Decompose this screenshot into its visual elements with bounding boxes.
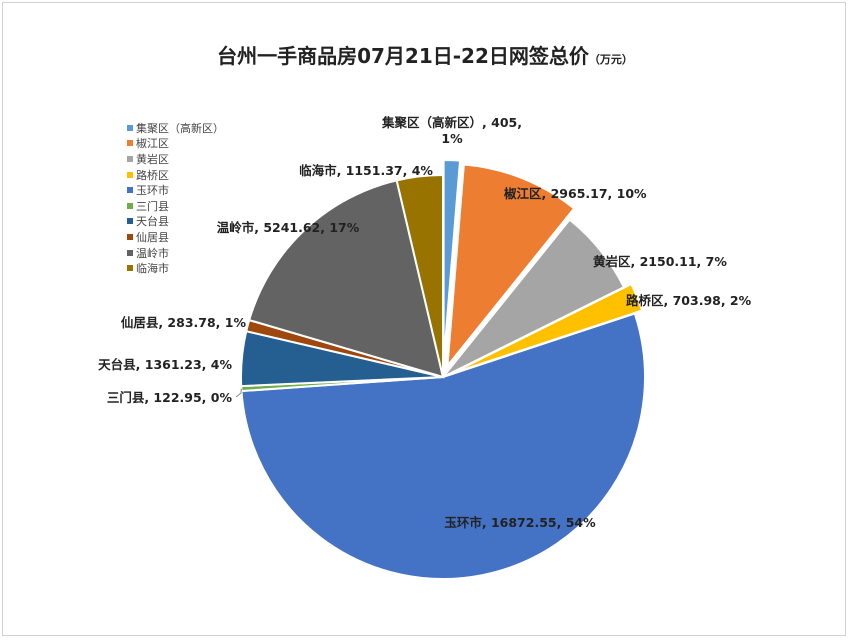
data-label: 临海市, 1151.37, 4% (299, 163, 433, 178)
data-label: 三门县, 122.95, 0% (107, 390, 233, 405)
pie-slice (395, 173, 444, 378)
chart-legend: 集聚区（高新区） 椒江区 黄岩区路桥区玉环市 三门县天台县 仙居县温岭市临海市 (127, 120, 224, 276)
legend-item: 天台县 (127, 214, 224, 230)
legend-label: 路桥区 (136, 168, 169, 182)
legend-item: 集聚区（高新区） (127, 120, 224, 136)
legend-label: 天台县 (136, 215, 169, 229)
legend-swatch (127, 218, 133, 225)
pie-slice (247, 179, 445, 379)
legend-swatch (127, 233, 133, 240)
legend-label: 黄岩区 (136, 152, 169, 166)
data-label-line: 仙居县, 283.78, 1% (121, 315, 247, 330)
pie-slice (446, 163, 576, 370)
legend-swatch (127, 155, 133, 162)
data-label: 路桥区, 703.98, 2% (626, 293, 752, 308)
legend-label: 温岭市 (136, 246, 169, 260)
legend-swatch (127, 171, 133, 178)
chart-unit: （万元） (588, 53, 633, 66)
legend-swatch (127, 202, 133, 209)
legend-item: 黄岩区 (127, 151, 224, 167)
legend-item: 玉环市 (127, 182, 224, 198)
data-label-line: 天台县, 1361.23, 4% (98, 357, 232, 372)
data-label-line: 路桥区, 703.98, 2% (626, 293, 752, 308)
legend-swatch (127, 187, 133, 194)
legend-label: 仙居县 (136, 230, 169, 244)
data-label-line: 集聚区（高新区）, 405, (381, 115, 522, 130)
data-label: 椒江区, 2965.17, 10% (504, 186, 647, 201)
data-label: 仙居县, 283.78, 1% (121, 315, 247, 330)
legend-item: 三门县 (127, 198, 224, 214)
data-label-line: 三门县, 122.95, 0% (107, 390, 233, 405)
data-label-line: 黄岩区, 2150.11, 7% (593, 254, 727, 269)
data-label: 玉环市, 16872.55, 54% (444, 515, 596, 530)
data-label-line: 椒江区, 2965.17, 10% (504, 186, 647, 201)
legend-label: 玉环市 (136, 184, 169, 198)
data-label-line: 1% (441, 131, 463, 146)
legend-swatch (127, 124, 133, 131)
legend-item: 路桥区 (127, 167, 224, 183)
data-label-line: 温岭市, 5241.62, 17% (217, 220, 360, 235)
legend-swatch (127, 265, 133, 272)
chart-title-text: 台州一手商品房07月21日-22日网签总价 (217, 44, 589, 68)
legend-label: 三门县 (136, 199, 169, 213)
legend-swatch (127, 140, 133, 147)
legend-item: 温岭市 (127, 245, 224, 261)
data-label-line: 玉环市, 16872.55, 54% (444, 515, 596, 530)
pie-slice (240, 312, 646, 580)
legend-label: 椒江区 (136, 137, 169, 151)
data-label-line: 临海市, 1151.37, 4% (299, 163, 433, 178)
pie-slice (449, 282, 644, 375)
data-label: 温岭市, 5241.62, 17% (217, 220, 360, 235)
legend-item: 仙居县 (127, 229, 224, 245)
legend-label: 临海市 (136, 262, 169, 276)
pie-slice (442, 159, 462, 363)
data-label: 集聚区（高新区）, 405, 1% (381, 115, 522, 146)
legend-item: 椒江区 (127, 136, 224, 152)
leader-line (235, 388, 242, 398)
data-label: 黄岩区, 2150.11, 7% (593, 254, 727, 269)
chart-title: 台州一手商品房07月21日-22日网签总价（万元） (0, 40, 850, 69)
data-label: 天台县, 1361.23, 4% (98, 357, 232, 372)
legend-swatch (127, 249, 133, 256)
legend-item: 临海市 (127, 260, 224, 276)
legend-label: 集聚区（高新区） (136, 121, 224, 135)
